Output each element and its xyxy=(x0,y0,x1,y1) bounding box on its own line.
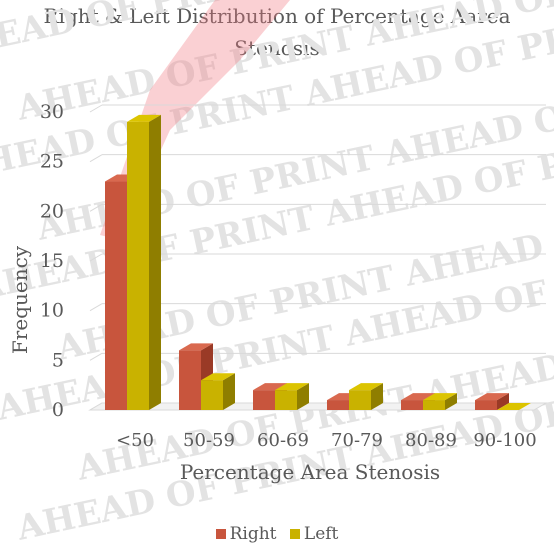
x-tick-label: 50-59 xyxy=(183,430,235,451)
y-tick-label: 0 xyxy=(52,399,64,421)
bar-side xyxy=(223,373,235,410)
bar-left-1 xyxy=(201,373,235,410)
bar-front xyxy=(179,350,201,410)
bar-top xyxy=(127,114,161,122)
bar-front xyxy=(401,400,423,410)
x-tick-label: 70-79 xyxy=(331,430,383,451)
legend-label-left: Left xyxy=(303,524,339,544)
bar-front xyxy=(327,400,349,410)
bar-front xyxy=(423,400,445,410)
bar-left-0 xyxy=(127,114,161,410)
bar-side xyxy=(149,114,161,410)
x-tick-label: <50 xyxy=(116,430,154,451)
gridline-depth xyxy=(89,303,103,312)
bar-front xyxy=(201,380,223,410)
legend-item-left: Left xyxy=(289,524,339,544)
bar-top xyxy=(179,343,213,351)
bar-left-4 xyxy=(423,393,457,410)
y-tick-label: 10 xyxy=(40,300,64,322)
gridline-depth xyxy=(89,352,103,361)
chart-title-line-2: Stenosis xyxy=(234,36,320,60)
y-tick-label: 15 xyxy=(40,250,64,272)
y-axis-label: Frequency xyxy=(8,245,32,355)
bar-side xyxy=(497,393,509,410)
gridline-depth xyxy=(89,253,103,262)
legend-swatch-right xyxy=(215,529,226,539)
y-tick-label: 5 xyxy=(52,349,64,371)
bar-top xyxy=(401,393,435,401)
bar-front xyxy=(253,390,275,410)
bar-front xyxy=(275,390,297,410)
gridline-depth xyxy=(89,154,103,163)
bar-left-3 xyxy=(349,383,383,410)
y-tick-label: 25 xyxy=(40,151,64,173)
bar-side xyxy=(445,393,457,410)
bar-top xyxy=(423,393,457,401)
x-tick-label: 60-69 xyxy=(257,430,309,451)
bars xyxy=(105,114,531,410)
gridlines xyxy=(89,104,546,411)
bar-front xyxy=(105,181,127,410)
x-axis-ticks: <50 50-59 60-69 70-79 80-89 90-100 xyxy=(116,430,537,451)
y-axis-label-wrap: Frequency xyxy=(0,200,40,400)
bar-top xyxy=(275,383,309,391)
bar-top xyxy=(497,403,531,410)
bar-top xyxy=(349,383,383,391)
bar-left-5 xyxy=(497,403,531,410)
bar-top xyxy=(475,393,509,401)
chart-title-line-1: Right & Left Distribution of Percentage … xyxy=(43,4,511,28)
bar-top xyxy=(253,383,287,391)
x-tick-label: 90-100 xyxy=(473,430,536,451)
bar-right-5 xyxy=(475,393,509,410)
gridline-depth xyxy=(89,104,103,113)
bar-top xyxy=(201,373,235,381)
y-tick-label: 20 xyxy=(40,200,64,222)
bar-side xyxy=(371,383,383,410)
bar-front xyxy=(349,390,371,410)
bar-left-2 xyxy=(275,383,309,410)
legend-swatch-left xyxy=(289,529,300,539)
x-axis-label: Percentage Area Stenosis xyxy=(179,460,441,484)
legend-item-right: Right xyxy=(215,524,277,544)
legend: Right Left xyxy=(0,524,554,544)
legend-label-right: Right xyxy=(229,524,277,544)
y-tick-label: 30 xyxy=(40,101,64,123)
bar-front xyxy=(127,121,149,410)
y-axis-ticks: 0 5 10 15 20 25 30 xyxy=(40,101,64,421)
bar-front xyxy=(475,400,497,410)
x-tick-label: 80-89 xyxy=(405,430,457,451)
gridline-depth xyxy=(89,203,103,212)
bar-side xyxy=(297,383,309,410)
